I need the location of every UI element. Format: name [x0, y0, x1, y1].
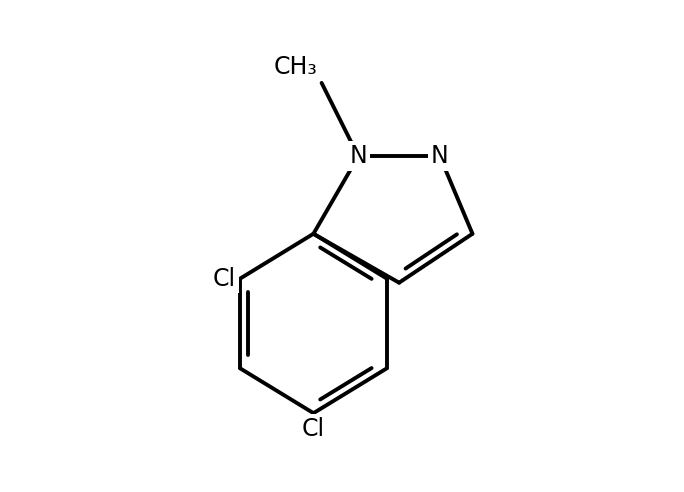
Text: Cl: Cl [302, 417, 325, 441]
Text: N: N [431, 144, 449, 168]
Text: CH₃: CH₃ [274, 55, 317, 79]
Text: N: N [350, 144, 367, 168]
Text: Cl: Cl [213, 267, 236, 291]
